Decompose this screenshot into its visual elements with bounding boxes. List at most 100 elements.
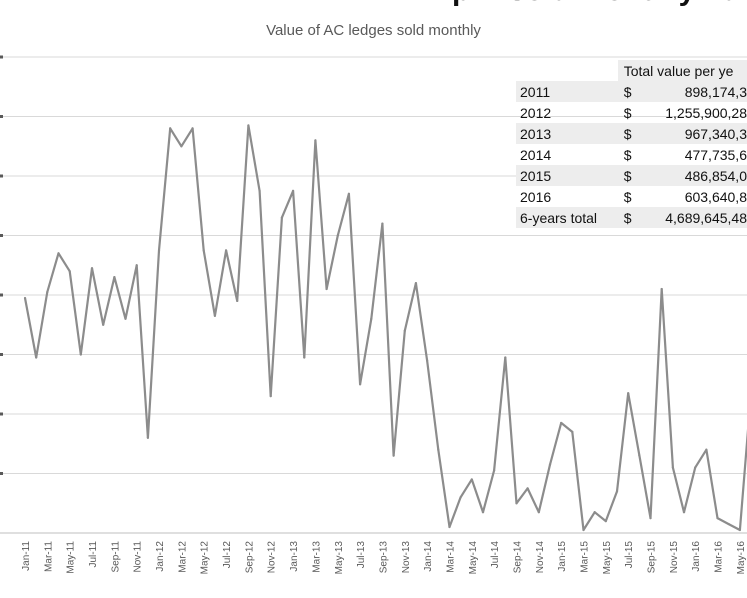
table-row: 2016 $603,640,8	[516, 186, 747, 207]
data-point	[57, 252, 60, 255]
data-point	[493, 469, 496, 472]
x-tick-label: Nov-14	[535, 541, 546, 574]
x-tick-label: May-15	[602, 541, 613, 575]
data-point	[280, 216, 284, 219]
total-value: 4,689,645,48	[641, 207, 747, 228]
x-tick-label: May-16	[736, 541, 747, 575]
year-label: 2014	[520, 146, 552, 163]
x-tick-label: May-14	[468, 541, 479, 575]
data-point	[682, 511, 686, 514]
data-point	[202, 249, 205, 252]
data-point	[381, 222, 384, 225]
data-point	[414, 282, 418, 285]
x-tick-label: May-12	[200, 541, 211, 575]
data-point	[504, 356, 507, 359]
table-row: 2011 $898,174,3	[516, 81, 747, 102]
currency-symbol: $	[623, 146, 632, 163]
total-value: 967,340,3	[641, 123, 747, 144]
yearly-totals-table: Total value per ye 2011 $898,174,3 2012 $1,…	[516, 60, 747, 228]
data-point	[124, 317, 127, 320]
data-point	[303, 356, 306, 359]
year-label: 2016	[520, 188, 552, 205]
x-tick-label: Sep-12	[244, 541, 255, 574]
x-tick-label: Mar-16	[714, 541, 725, 573]
data-point	[113, 276, 116, 279]
x-tick-label: Jan-15	[557, 541, 568, 572]
data-point	[35, 356, 38, 359]
y-tick-mark	[0, 55, 3, 59]
data-point	[191, 127, 194, 130]
total-value: 486,854,0	[641, 165, 747, 186]
data-point	[671, 466, 674, 469]
year-label: 2012	[520, 104, 552, 121]
x-tick-label: Nov-12	[267, 541, 278, 574]
data-point	[582, 528, 585, 532]
table-row: 2014 $477,735,6	[516, 144, 747, 165]
data-point	[705, 448, 708, 451]
data-point	[660, 287, 663, 291]
data-point	[23, 296, 27, 300]
x-tick-label: Sep-13	[378, 541, 389, 574]
currency-symbol: $	[617, 207, 642, 228]
data-point	[269, 395, 272, 398]
data-point	[291, 189, 295, 192]
year-label: 6-years total	[516, 207, 618, 228]
data-point	[135, 264, 138, 267]
data-point	[571, 430, 574, 433]
data-point	[437, 448, 440, 451]
data-point	[638, 454, 641, 457]
data-point	[392, 454, 395, 457]
x-tick-label: May-11	[66, 541, 77, 574]
data-point	[336, 234, 339, 237]
data-point	[548, 463, 552, 466]
data-point	[515, 502, 518, 505]
data-point	[314, 139, 317, 142]
data-point	[593, 511, 596, 514]
series-line	[23, 124, 747, 532]
data-point	[347, 192, 351, 195]
data-point	[325, 287, 328, 291]
year-label: 2011	[516, 81, 618, 102]
data-point	[627, 392, 630, 395]
data-point	[157, 249, 161, 252]
y-tick-mark	[0, 412, 3, 416]
year-label: 2013	[516, 123, 618, 144]
data-point	[146, 436, 149, 439]
data-point	[236, 299, 239, 303]
data-point	[448, 525, 451, 529]
data-point	[727, 522, 730, 526]
total-value: 477,735,6	[684, 146, 747, 163]
y-tick-mark	[0, 115, 3, 118]
currency-symbol: $	[617, 165, 642, 186]
y-tick-mark	[0, 353, 3, 356]
data-point	[615, 490, 619, 493]
data-point	[370, 317, 373, 320]
currency-symbol: $	[623, 188, 632, 205]
data-point	[470, 478, 473, 481]
data-point	[649, 517, 652, 520]
data-point	[426, 359, 429, 362]
table-header: Total value per ye	[617, 60, 747, 81]
data-point	[459, 496, 462, 499]
x-axis-tick-labels: Jan-11 Mar-11 May-11 Jul-11 Sep-11 Nov-11 Jan-…	[21, 541, 747, 575]
data-point	[738, 528, 741, 532]
chart-title: Value of AC ledges sold monthly	[266, 22, 481, 39]
x-tick-label: Sep-15	[647, 541, 658, 574]
x-tick-label: Jul-13	[356, 541, 367, 569]
data-point	[258, 189, 261, 192]
x-tick-label: Sep-11	[110, 541, 121, 573]
data-point	[481, 511, 485, 514]
total-value: 603,640,8	[684, 188, 747, 205]
x-tick-label: Jul-12	[222, 541, 233, 569]
x-tick-label: Mar-13	[311, 541, 322, 573]
data-point	[213, 314, 216, 317]
x-tick-label: Jan-11	[21, 541, 32, 571]
x-tick-label: Jan-13	[289, 541, 300, 572]
x-tick-label: Nov-13	[401, 541, 412, 574]
table-row: 2015 $486,854,0	[516, 165, 747, 186]
y-tick-mark	[0, 293, 3, 297]
cropped-header: p… sold monthly - dog	[0, 0, 747, 8]
x-tick-label: Jan-16	[691, 541, 702, 572]
y-tick-mark	[0, 174, 3, 178]
